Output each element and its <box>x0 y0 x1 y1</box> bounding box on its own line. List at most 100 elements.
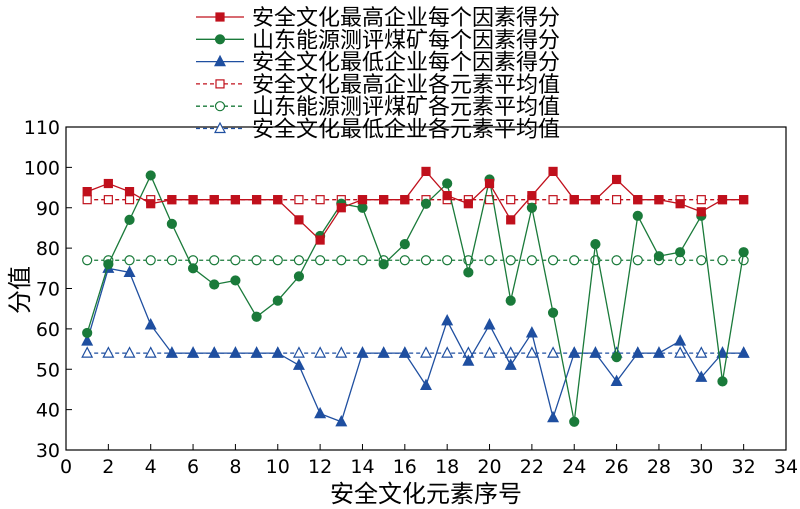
x-tick-label: 16 <box>393 456 417 478</box>
data-point <box>547 410 560 423</box>
chart-axes: 0 2 4 6 8 10 12 14 16 18 20 22 24 26 28 30 32 34304050607… <box>24 117 798 478</box>
data-point <box>336 255 347 266</box>
data-point <box>292 358 305 370</box>
data-point <box>568 346 581 358</box>
data-point <box>463 199 473 209</box>
legend-marker <box>215 12 225 22</box>
chart-legend: 安全文化最高企业每个因素得分山东能源测评煤矿每个因素得分安全文化最低企业每个因素… <box>196 6 560 143</box>
data-point <box>187 346 200 358</box>
legend-label: 山东能源测评煤矿各元素平均值 <box>252 95 560 120</box>
legend-item: 山东能源测评煤矿各元素平均值 <box>196 95 560 120</box>
data-point <box>442 191 452 201</box>
data-point <box>230 255 241 266</box>
data-point <box>462 354 475 366</box>
data-point <box>314 406 327 419</box>
data-point <box>208 346 221 358</box>
data-point <box>315 255 326 266</box>
data-point <box>696 195 706 205</box>
data-point <box>103 178 113 189</box>
data-point <box>209 255 220 266</box>
series-4 <box>82 255 749 266</box>
data-point <box>251 255 262 266</box>
data-point <box>82 327 93 339</box>
data-point <box>610 374 623 386</box>
data-point <box>315 235 325 245</box>
data-point <box>399 238 410 250</box>
data-point <box>335 346 348 358</box>
x-tick-label: 2 <box>102 456 114 478</box>
data-point <box>547 307 559 318</box>
data-point <box>633 195 643 205</box>
data-point <box>632 210 643 221</box>
data-point <box>272 255 283 266</box>
x-tick-label: 14 <box>350 456 374 478</box>
series-line <box>86 267 744 423</box>
data-point <box>675 247 686 258</box>
data-point <box>82 195 92 205</box>
data-point <box>526 202 537 213</box>
x-tick-label: 34 <box>774 456 798 478</box>
data-point <box>547 346 560 358</box>
data-point <box>230 275 241 286</box>
legend-item: 安全文化最高企业各元素平均值 <box>196 73 560 98</box>
data-point <box>441 346 454 358</box>
data-point <box>654 195 664 205</box>
legend-label: 安全文化最低企业各元素平均值 <box>252 118 560 143</box>
series-1 <box>82 170 749 427</box>
series-line <box>86 173 745 422</box>
data-point <box>335 414 348 427</box>
data-point <box>527 191 537 201</box>
data-point <box>611 255 622 266</box>
legend-marker <box>214 54 226 67</box>
data-point <box>420 198 432 209</box>
data-point <box>144 318 157 330</box>
data-point <box>292 346 305 358</box>
data-point <box>739 195 749 205</box>
data-point <box>399 255 410 266</box>
y-tick-label: 100 <box>24 157 60 179</box>
y-tick-label: 60 <box>36 319 60 341</box>
data-point <box>506 195 516 205</box>
data-point <box>652 346 665 358</box>
data-point <box>82 255 93 266</box>
legend-item: 安全文化最低企业每个因素得分 <box>196 51 560 76</box>
legend-label: 安全文化最高企业各元素平均值 <box>252 73 560 98</box>
data-point <box>632 255 643 266</box>
data-point <box>504 346 517 358</box>
data-point <box>294 215 304 225</box>
data-point <box>378 259 389 270</box>
data-point <box>273 195 283 205</box>
data-point <box>421 166 431 177</box>
data-point <box>81 334 94 346</box>
data-point <box>251 195 262 205</box>
data-point <box>504 358 517 370</box>
x-tick-label: 24 <box>562 456 586 478</box>
data-point <box>145 170 156 181</box>
x-tick-label: 0 <box>60 456 72 478</box>
data-point <box>230 195 241 205</box>
data-point <box>483 346 496 358</box>
x-tick-label: 30 <box>689 456 713 478</box>
data-point <box>357 195 368 205</box>
y-axis-label: 分值 <box>6 266 34 314</box>
legend-marker <box>214 34 226 45</box>
data-point <box>420 255 432 266</box>
y-tick-label: 40 <box>36 400 60 422</box>
x-tick-label: 32 <box>732 456 756 478</box>
data-point <box>525 346 538 358</box>
legend-item: 安全文化最高企业每个因素得分 <box>196 6 560 31</box>
legend-item: 安全文化最低企业各元素平均值 <box>196 118 560 143</box>
data-point <box>357 255 368 266</box>
data-point <box>442 178 453 189</box>
data-point <box>569 255 580 266</box>
data-point <box>166 218 177 229</box>
data-point <box>209 195 219 205</box>
data-point <box>123 346 136 358</box>
data-point <box>525 326 538 338</box>
data-point <box>717 376 728 387</box>
data-point <box>505 255 516 266</box>
data-point <box>695 346 708 358</box>
data-point <box>631 346 644 358</box>
data-point <box>526 255 537 266</box>
x-tick-label: 8 <box>229 456 241 478</box>
